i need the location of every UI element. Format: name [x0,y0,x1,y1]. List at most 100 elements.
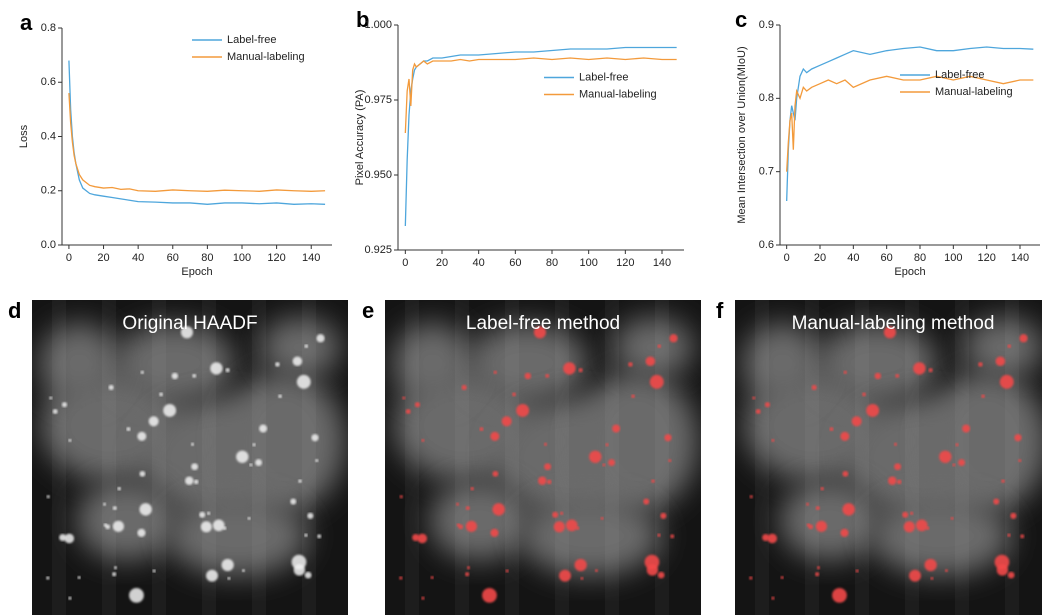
particle [199,511,206,518]
y-axis-label: Pixel Accuracy (PA) [354,90,366,186]
sample-region [520,496,661,577]
particle [200,521,212,533]
particle [492,470,499,477]
particle [470,486,474,491]
image-title: Original HAADF [122,313,257,334]
particle [259,424,268,433]
particle [580,576,584,580]
particle [806,502,810,506]
particle [414,402,421,408]
sample-region [963,317,1042,378]
panel-label: d [8,298,21,323]
particle [894,463,902,471]
particle [1007,533,1011,537]
image [385,300,701,615]
x-tick-label: 0 [402,257,408,269]
particle [46,495,50,499]
particle [46,576,50,580]
particle [533,326,547,339]
particle [981,394,985,399]
particle [212,519,225,532]
data-line [786,46,1034,202]
x-tick-label: 20 [436,257,448,269]
sample-region [76,480,177,561]
particle [49,396,53,400]
particle [52,409,58,414]
particle [191,463,199,471]
image-title: Label-free method [466,313,620,334]
particle [815,572,820,577]
particle [465,572,470,577]
particle [227,576,231,580]
particle [501,416,512,427]
particle [1020,534,1025,539]
sample-region [429,480,530,561]
particle [296,374,311,389]
particle [113,566,118,570]
particle [888,476,897,485]
particle [657,533,661,537]
y-tick-label: 0.0 [41,239,56,251]
particle [670,534,675,539]
particle [108,384,114,391]
particle [895,373,900,378]
particle [304,533,308,537]
data-line [68,60,326,205]
particle [546,479,552,485]
panel-label: f [716,298,724,323]
x-tick-label: 80 [546,257,558,269]
particle [466,566,471,570]
legend-label: Manual-labeling [579,88,657,100]
particle [221,558,234,572]
x-tick-label: 40 [473,257,485,269]
particle [902,511,909,518]
sample-region [467,323,588,403]
particle [883,326,897,339]
particle [402,396,406,400]
particle [61,402,68,408]
y-tick-label: 0.6 [41,76,56,88]
particle [236,450,249,463]
image [735,300,1042,615]
particle [815,506,820,511]
particle [206,569,219,582]
particle [512,392,516,397]
particle [68,438,72,442]
particle [764,402,771,408]
x-tick-label: 20 [814,252,826,264]
particle [185,476,194,485]
legend-label: Manual-labeling [227,51,305,63]
x-tick-label: 80 [201,252,213,264]
legend-label: Label-free [579,71,629,83]
x-tick-label: 40 [132,252,144,264]
particle [928,368,933,373]
particle [780,576,784,580]
particle [909,511,914,516]
y-tick-label: 0.2 [41,185,56,197]
panel-label: a [20,10,33,35]
streak [455,300,469,615]
particle [589,450,602,463]
particle [944,569,948,573]
image-title: Manual-labeling method [792,313,995,334]
streak [252,300,266,615]
sample-region [870,496,1011,577]
particle [1007,571,1015,579]
particle [417,533,428,544]
particle [304,344,309,348]
sample-region [613,317,694,378]
particle [815,520,828,532]
particle [465,520,478,532]
x-axis-label: Epoch [894,266,925,278]
data-line [68,93,326,192]
x-tick-label: 120 [267,252,285,264]
particle [771,438,775,442]
x-tick-label: 100 [579,257,597,269]
particle [479,427,484,432]
particle [317,534,322,539]
particle [103,502,107,506]
x-tick-label: 140 [653,257,671,269]
image [32,300,348,615]
particle [456,523,461,527]
